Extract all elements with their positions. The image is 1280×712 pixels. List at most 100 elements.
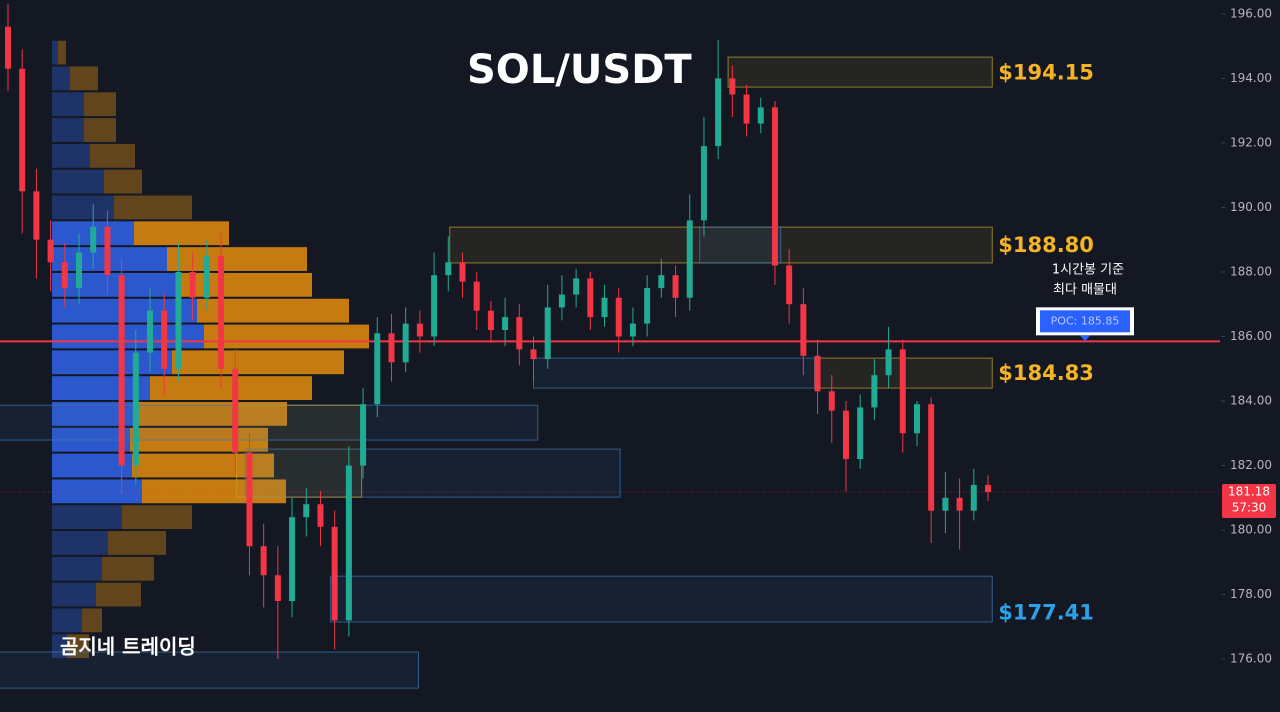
candle-body — [686, 220, 693, 298]
profile-sell — [84, 118, 116, 142]
profile-buy — [52, 118, 84, 142]
profile-buy — [52, 556, 102, 581]
zone — [329, 575, 993, 623]
candle-body — [558, 294, 565, 308]
profile-buy — [52, 350, 172, 375]
candle-body — [459, 262, 466, 282]
candle-body — [331, 526, 338, 621]
candle-body — [345, 465, 352, 621]
profile-sell — [70, 66, 98, 91]
profile-sell — [177, 272, 312, 297]
candle-body — [203, 255, 210, 298]
last-price-label: 181.18 — [1228, 484, 1270, 498]
y-tick-label: 182.00 — [1230, 458, 1272, 472]
candle-body — [913, 404, 920, 434]
candle-body — [360, 404, 367, 466]
candle-body — [956, 497, 963, 511]
candle-body — [771, 107, 778, 266]
candle-body — [516, 317, 523, 350]
profile-buy — [52, 402, 137, 426]
candle-body — [218, 255, 225, 369]
candle-body — [289, 517, 296, 602]
candle-body — [274, 575, 281, 602]
candle-body — [985, 484, 991, 492]
profile-buy — [52, 582, 96, 607]
candle-body — [587, 278, 594, 318]
profile-sell — [104, 169, 142, 194]
zone — [727, 56, 993, 88]
profile-sell — [134, 221, 229, 246]
candle-body — [303, 504, 310, 518]
candle-body — [942, 497, 949, 511]
candle-body — [629, 323, 636, 337]
candle-body — [970, 484, 977, 511]
profile-buy — [52, 608, 82, 633]
y-tick-label: 188.00 — [1230, 264, 1272, 278]
chart-title: SOL/USDT — [467, 47, 692, 93]
candles — [5, 4, 991, 660]
price-lines — [0, 340, 1220, 493]
zone — [449, 226, 993, 264]
last-price-box — [1222, 483, 1276, 518]
profile-sell — [167, 247, 307, 271]
profile-sell — [82, 608, 102, 633]
candle-body — [786, 265, 793, 305]
candle-body — [76, 252, 83, 289]
level-label: $177.41 — [998, 601, 1094, 625]
y-tick-label: 196.00 — [1230, 6, 1272, 20]
zone — [0, 404, 539, 441]
candle-body — [19, 68, 26, 192]
y-tick-label: 190.00 — [1230, 200, 1272, 214]
candle-body — [416, 323, 423, 337]
profile-sell — [150, 376, 312, 401]
profile-sell — [96, 582, 141, 607]
y-tick-label: 180.00 — [1230, 523, 1272, 537]
candle-body — [544, 307, 551, 360]
candle-body — [132, 352, 139, 466]
countdown: 57:30 — [1232, 500, 1267, 514]
candle-body — [473, 281, 480, 311]
profile-buy — [52, 376, 150, 401]
candle-body — [672, 275, 679, 298]
candle-body — [388, 333, 395, 363]
profile-sell — [204, 324, 369, 349]
candle-body — [502, 317, 509, 331]
candle-body — [743, 94, 750, 124]
candle-body — [530, 349, 537, 360]
candle-body — [729, 78, 736, 95]
zone — [236, 404, 363, 498]
candle-body — [47, 239, 54, 263]
y-tick-label: 186.00 — [1230, 329, 1272, 343]
candle-body — [104, 226, 111, 276]
profile-buy — [52, 143, 90, 168]
candle-body — [615, 297, 622, 337]
candle-body — [899, 349, 906, 434]
candle-body — [842, 410, 849, 460]
profile-sell — [90, 143, 135, 168]
poc-label: POC: 185.85 — [1051, 314, 1120, 327]
candle-body — [445, 262, 452, 276]
y-tick-label: 184.00 — [1230, 394, 1272, 408]
zone — [0, 651, 419, 689]
profile-sell — [102, 556, 154, 581]
level-label: $184.83 — [998, 361, 1094, 385]
profile-buy — [52, 531, 108, 555]
annotation: 1시간봉 기준 — [1052, 263, 1124, 278]
profile-sell — [58, 40, 66, 65]
candle-body — [700, 146, 707, 221]
zone — [533, 357, 816, 389]
candle-body — [814, 355, 821, 392]
candle-body — [189, 271, 196, 298]
candle-body — [573, 278, 580, 295]
profile-sell — [132, 453, 274, 478]
candle-body — [644, 288, 651, 324]
candle-body — [402, 323, 409, 363]
candle-body — [800, 304, 807, 356]
zone — [244, 448, 621, 498]
candle-body — [928, 404, 935, 511]
y-tick-label: 192.00 — [1230, 135, 1272, 149]
profile-buy — [52, 479, 142, 504]
annotation: 최다 매물대 — [1053, 283, 1117, 298]
profile-buy — [52, 92, 84, 117]
